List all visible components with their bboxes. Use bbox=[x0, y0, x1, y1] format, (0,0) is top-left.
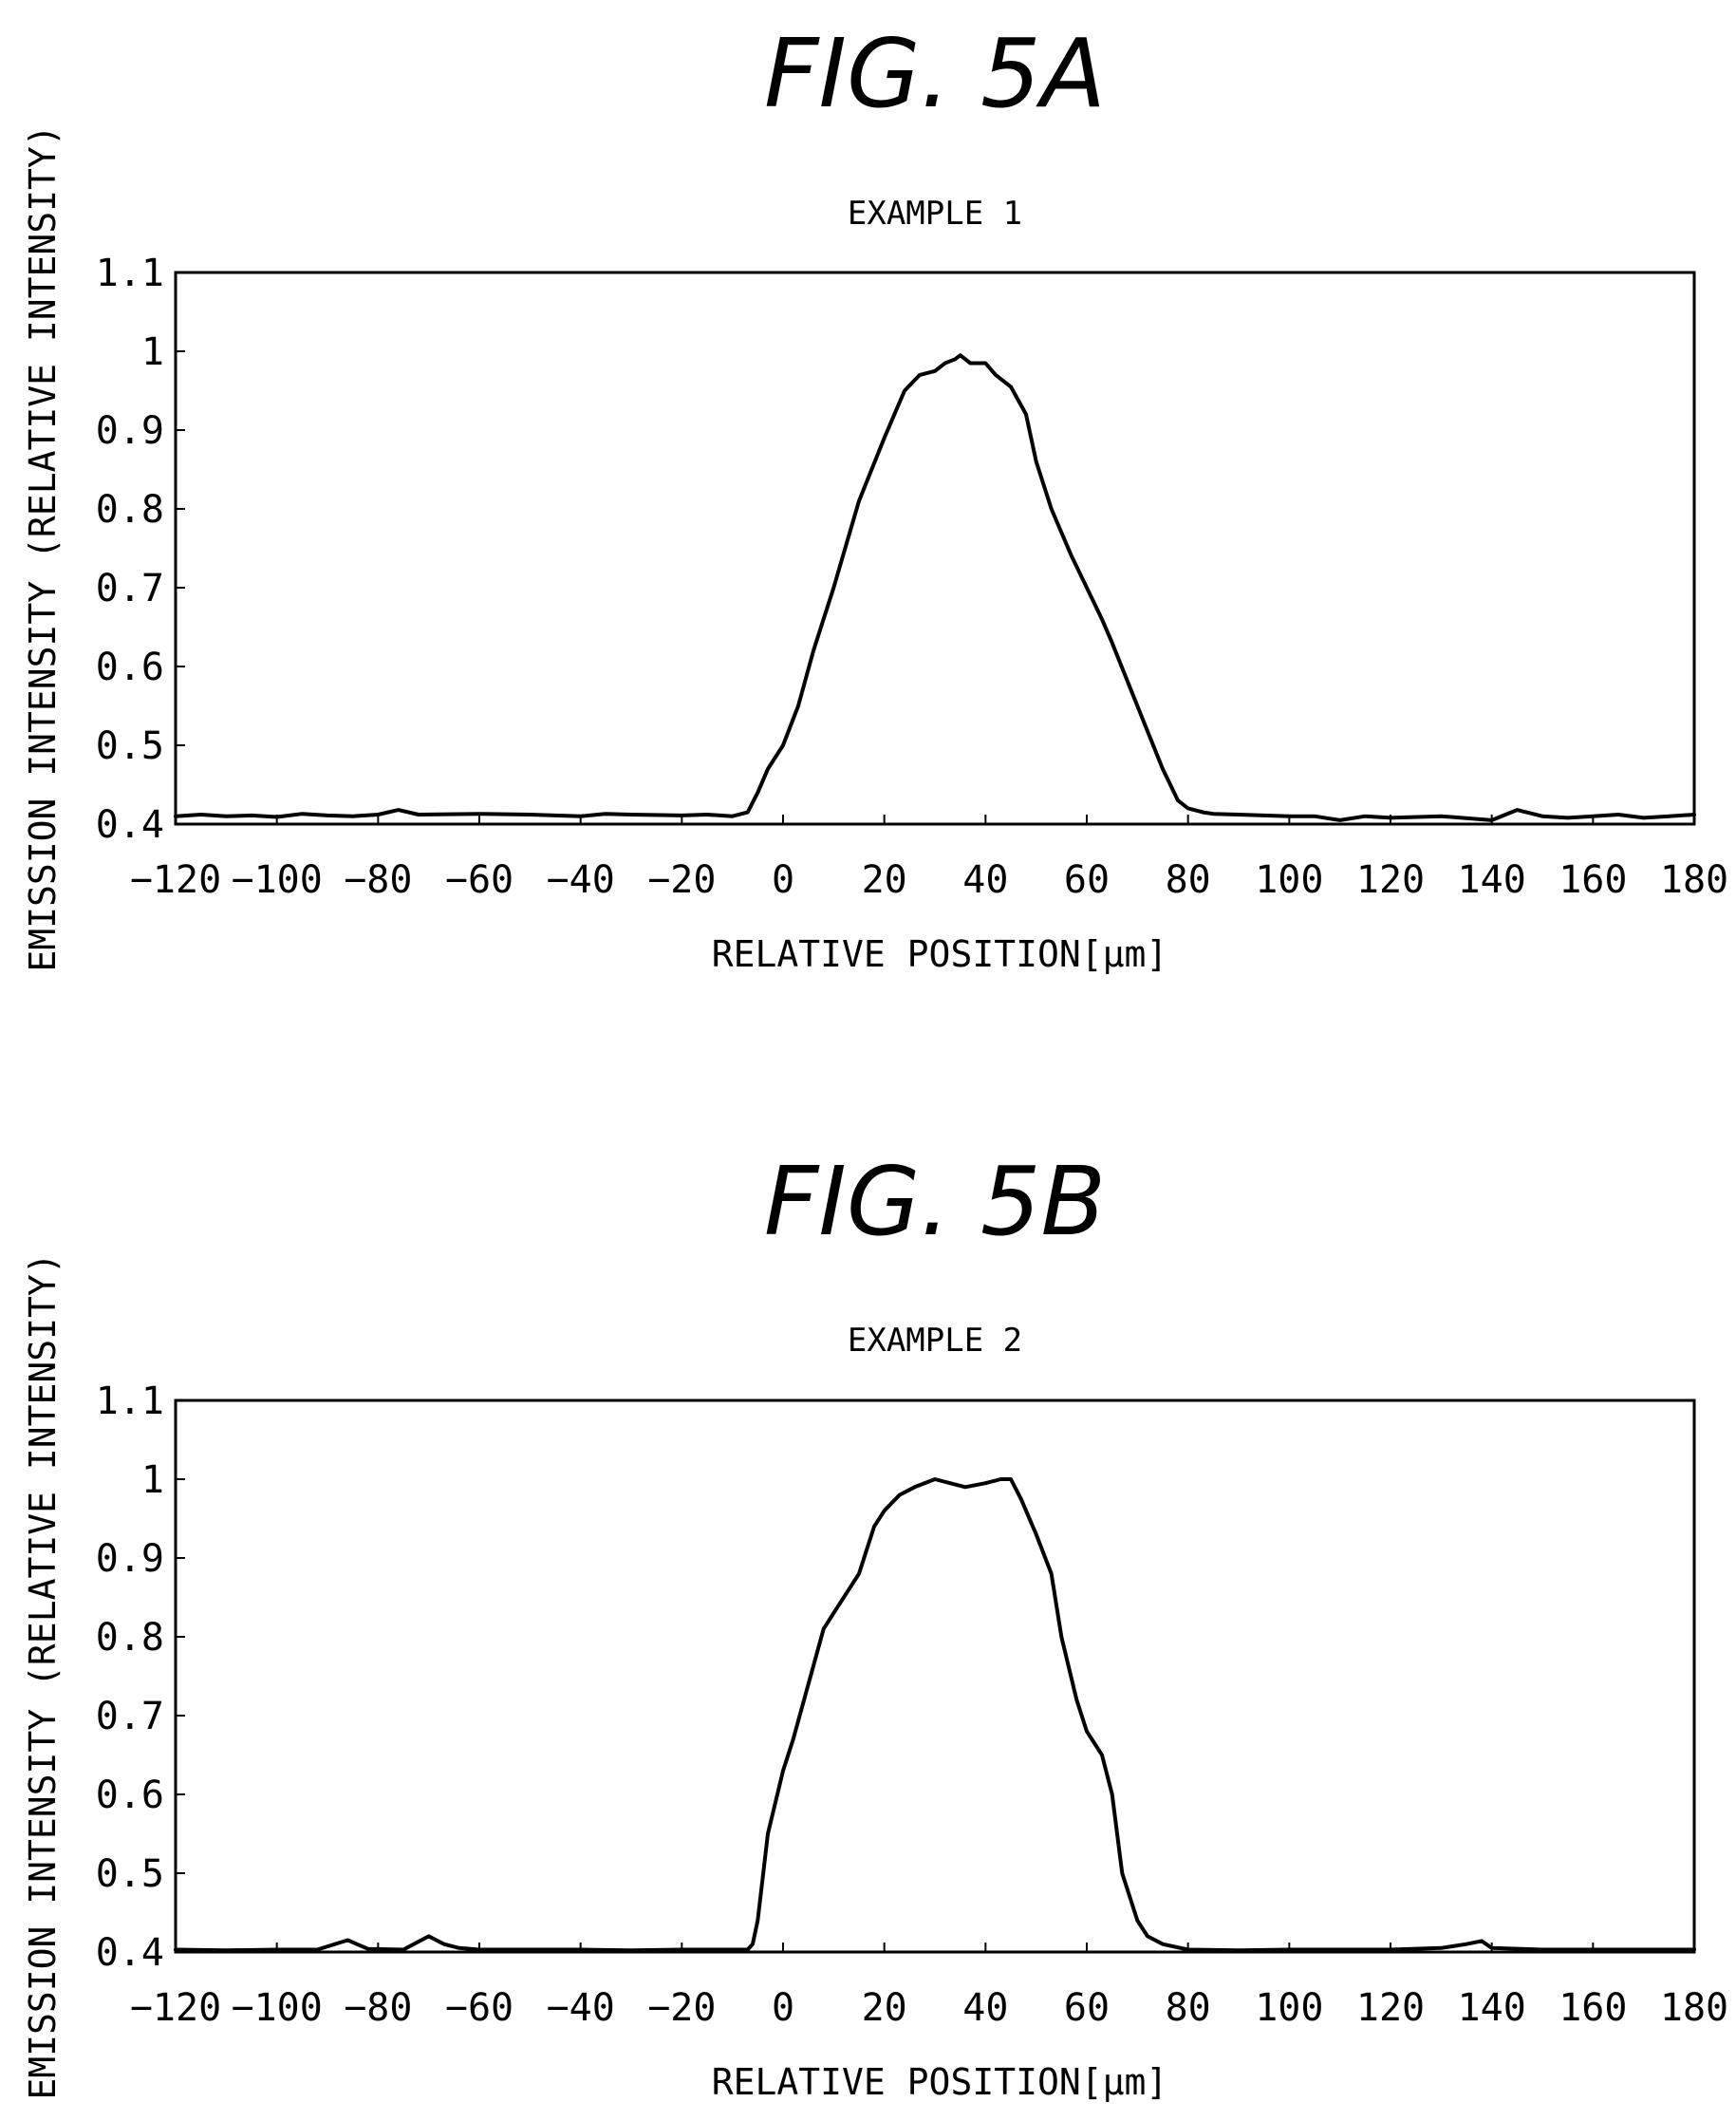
x-axis-label: RELATIVE POSITION[μm] bbox=[712, 2061, 1167, 2103]
x-tick-label: 40 bbox=[962, 1986, 1008, 2030]
x-tick-label: 80 bbox=[1166, 858, 1211, 902]
chart-example-1: EXAMPLE 1−120 −100 −80 −60 −40 −20 0 20 40 60 80 10… bbox=[22, 124, 1728, 975]
y-axis-label: EMISSION INTENSITY (RELATIVE INTENSITY) bbox=[22, 124, 64, 971]
series-line bbox=[174, 353, 1696, 822]
y-tick-label: 1 bbox=[141, 330, 164, 374]
x-tick-label: 60 bbox=[1064, 858, 1110, 902]
x-tick-label: 0 bbox=[772, 858, 794, 902]
x-tick-label: 40 bbox=[962, 858, 1008, 902]
x-tick-label: −100 bbox=[232, 1986, 323, 2030]
series-line bbox=[174, 1477, 1696, 1953]
x-tick-label: 140 bbox=[1458, 1986, 1526, 2030]
x-tick-label: −40 bbox=[547, 858, 615, 902]
x-tick-label: 100 bbox=[1255, 858, 1323, 902]
x-tick-label: −60 bbox=[445, 858, 513, 902]
x-tick-label: 160 bbox=[1559, 858, 1627, 902]
x-tick-label: −100 bbox=[232, 858, 323, 902]
x-axis-label: RELATIVE POSITION[μm] bbox=[712, 933, 1167, 975]
chart-example-2: EXAMPLE 2−120 −100 −80 −60 −40 −20 0 20 40 60 80 10… bbox=[22, 1252, 1728, 2103]
x-tick-label: −120 bbox=[130, 858, 221, 902]
y-tick-label: 0.8 bbox=[96, 1616, 164, 1660]
y-tick-label: 0.7 bbox=[96, 567, 164, 610]
x-tick-label: −80 bbox=[344, 858, 412, 902]
x-tick-label: 120 bbox=[1356, 1986, 1425, 2030]
x-tick-label: 120 bbox=[1356, 858, 1425, 902]
y-tick-label: 0.4 bbox=[96, 1931, 164, 1975]
x-tick-label: −80 bbox=[344, 1986, 412, 2030]
x-tick-label: 20 bbox=[862, 858, 907, 902]
y-axis-label: EMISSION INTENSITY (RELATIVE INTENSITY) bbox=[22, 1252, 64, 2099]
x-tick-label: 180 bbox=[1660, 1986, 1728, 2030]
x-tick-label: −60 bbox=[445, 1986, 513, 2030]
chart-title: EXAMPLE 2 bbox=[848, 1322, 1022, 1360]
plot-frame bbox=[174, 271, 1696, 826]
x-tick-label: 140 bbox=[1458, 858, 1526, 902]
y-tick-label: 0.9 bbox=[96, 409, 164, 453]
x-tick-label: 100 bbox=[1255, 1986, 1323, 2030]
y-tick-label: 0.6 bbox=[96, 646, 164, 689]
x-tick-label: −40 bbox=[547, 1986, 615, 2030]
y-tick-label: 1.1 bbox=[96, 1380, 164, 1423]
x-tick-label: 160 bbox=[1559, 1986, 1627, 2030]
x-tick-label: 180 bbox=[1660, 858, 1728, 902]
chart-title: EXAMPLE 1 bbox=[848, 195, 1022, 233]
y-tick-label: 1.1 bbox=[96, 252, 164, 295]
x-tick-label: 60 bbox=[1064, 1986, 1110, 2030]
x-tick-label: −20 bbox=[647, 1986, 716, 2030]
y-tick-label: 0.4 bbox=[96, 803, 164, 847]
figure-label-5b: FIG. 5B bbox=[764, 1146, 1106, 1257]
y-tick-label: 0.5 bbox=[96, 724, 164, 768]
y-tick-label: 1 bbox=[141, 1458, 164, 1502]
x-tick-label: 20 bbox=[862, 1986, 907, 2030]
x-tick-label: 80 bbox=[1166, 1986, 1211, 2030]
plot-frame bbox=[174, 1398, 1696, 1954]
y-tick-label: 0.6 bbox=[96, 1774, 164, 1817]
y-tick-label: 0.9 bbox=[96, 1537, 164, 1581]
y-tick-label: 0.7 bbox=[96, 1695, 164, 1738]
x-tick-label: 0 bbox=[772, 1986, 794, 2030]
y-tick-label: 0.8 bbox=[96, 488, 164, 532]
x-tick-label: −120 bbox=[130, 1986, 221, 2030]
y-tick-label: 0.5 bbox=[96, 1852, 164, 1896]
x-tick-label: −20 bbox=[647, 858, 716, 902]
figure-label-5a: FIG. 5A bbox=[764, 18, 1106, 129]
